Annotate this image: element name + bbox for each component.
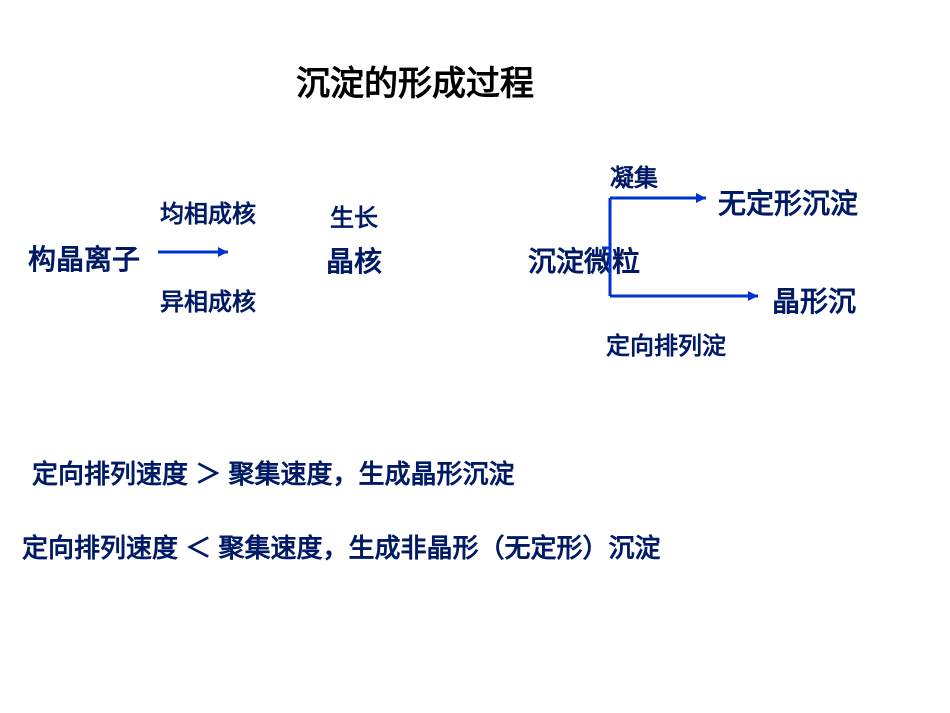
label-heterogeneous-nucleation: 异相成核 <box>160 282 256 317</box>
label-growth: 生长 <box>330 198 378 233</box>
label-homogeneous-nucleation: 均相成核 <box>160 194 256 229</box>
node-amorphous-precipitate: 无定形沉淀 <box>718 182 858 222</box>
arrows-layer <box>0 0 950 713</box>
rule-oriented-gt: 定向排列速度 ＞ 聚集速度，生成晶形沉淀 <box>32 454 514 491</box>
node-constituent-ions: 构晶离子 <box>28 238 140 278</box>
label-aggregation: 凝集 <box>610 158 658 193</box>
diagram-stage: 沉淀的形成过程 构晶离子 均相成核 异相成核 生长 晶核 沉淀微粒 凝集 定向排… <box>0 0 950 713</box>
node-crystal-nucleus: 晶核 <box>326 240 382 280</box>
node-crystalline-precipitate: 晶形沉 <box>772 280 856 320</box>
label-oriented-arrangement: 定向排列淀 <box>606 326 726 361</box>
rule-oriented-lt: 定向排列速度 ＜ 聚集速度，生成非晶形（无定形）沉淀 <box>22 528 922 570</box>
node-precipitate-particles: 沉淀微粒 <box>528 240 640 280</box>
page-title: 沉淀的形成过程 <box>296 56 534 105</box>
